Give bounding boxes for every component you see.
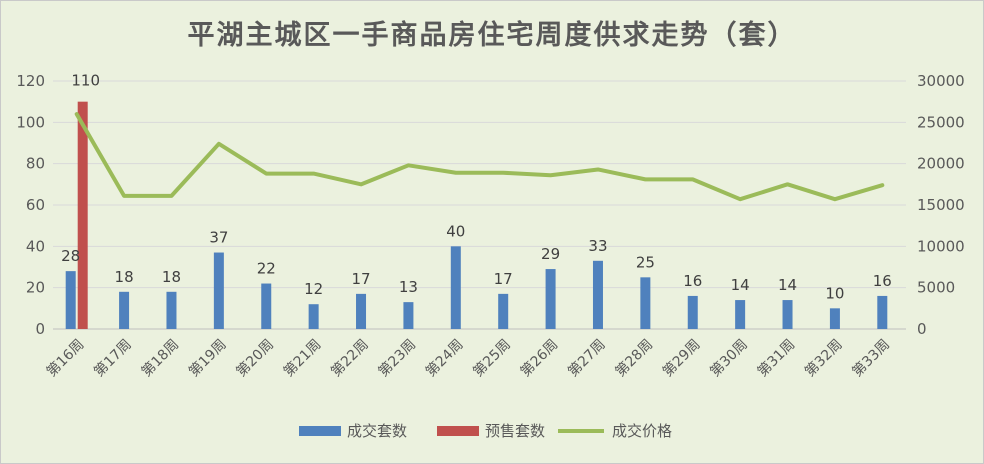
data-label: 37 (209, 229, 228, 247)
data-label: 18 (162, 268, 181, 286)
bar-成交套数 (829, 308, 840, 329)
bar-成交套数 (308, 304, 319, 329)
legend-label-预售套数: 预售套数 (485, 422, 545, 440)
x-tick-label: 第28周 (612, 336, 656, 380)
data-label: 33 (588, 237, 607, 255)
data-label: 29 (541, 245, 560, 263)
x-tick-label: 第17周 (90, 336, 134, 380)
data-label: 14 (778, 276, 797, 294)
bar-成交套数 (545, 269, 556, 329)
x-tick-label: 第22周 (327, 336, 371, 380)
x-tick-label: 第18周 (138, 336, 182, 380)
y-right-tick-label: 10000 (917, 237, 965, 255)
data-label: 17 (494, 270, 513, 288)
x-tick-label: 第32周 (801, 336, 845, 380)
bar-成交套数 (450, 246, 461, 329)
x-tick-label: 第26周 (517, 336, 561, 380)
legend-swatch-预售套数 (437, 426, 479, 436)
bar-成交套数 (356, 293, 367, 329)
bar-预售套数 (77, 101, 88, 330)
bar-成交套数 (735, 300, 746, 329)
y-left-tick-label: 60 (26, 196, 45, 214)
x-tick-label: 第29周 (659, 336, 703, 380)
legend-label-成交套数: 成交套数 (347, 422, 407, 440)
bar-成交套数 (403, 302, 414, 329)
data-label: 17 (351, 270, 370, 288)
y-right-tick-label: 15000 (917, 196, 965, 214)
data-label: 40 (446, 222, 465, 240)
x-tick-label: 第31周 (754, 336, 798, 380)
bar-成交套数 (687, 295, 698, 329)
y-left-tick-label: 80 (26, 155, 45, 173)
bar-成交套数 (877, 295, 888, 329)
x-tick-label: 第33周 (849, 336, 893, 380)
bar-成交套数 (592, 260, 603, 329)
x-tick-label: 第30周 (707, 336, 751, 380)
legend-swatch-成交套数 (299, 426, 341, 436)
data-label: 28 (61, 247, 80, 265)
x-tick-label: 第27周 (564, 336, 608, 380)
x-tick-label: 第21周 (280, 336, 324, 380)
y-right-tick-label: 0 (917, 320, 927, 338)
y-left-tick-label: 120 (16, 72, 45, 90)
y-left-tick-label: 0 (35, 320, 45, 338)
y-right-tick-label: 5000 (917, 279, 955, 297)
bar-成交套数 (261, 283, 272, 329)
y-right-tick-label: 30000 (917, 72, 965, 90)
y-right-tick-label: 25000 (917, 113, 965, 131)
bar-成交套数 (640, 277, 651, 329)
data-label: 14 (731, 276, 750, 294)
data-label: 10 (825, 284, 844, 302)
x-tick-label: 第25周 (470, 336, 514, 380)
bar-成交套数 (213, 252, 224, 329)
y-left-tick-label: 40 (26, 237, 45, 255)
data-label: 16 (873, 272, 892, 290)
x-tick-label: 第19周 (185, 336, 229, 380)
data-label: 25 (636, 253, 655, 271)
y-right-tick-label: 20000 (917, 155, 965, 173)
chart-title: 平湖主城区一手商品房住宅周度供求走势（套） (187, 20, 797, 51)
x-tick-label: 第23周 (375, 336, 419, 380)
line-成交价格 (74, 112, 885, 202)
data-label: 22 (257, 260, 276, 278)
y-left-tick-label: 20 (26, 279, 45, 297)
bar-成交套数 (119, 291, 130, 329)
x-tick-label: 第24周 (422, 336, 466, 380)
x-tick-label: 第20周 (233, 336, 277, 380)
bar-成交套数 (782, 300, 793, 329)
y-left-tick-label: 100 (16, 113, 45, 131)
data-label: 12 (304, 280, 323, 298)
legend-label-成交价格: 成交价格 (612, 422, 672, 440)
bar-成交套数 (498, 293, 509, 329)
data-label-预售套数: 110 (71, 72, 100, 90)
data-label: 13 (399, 278, 418, 296)
data-label: 18 (115, 268, 134, 286)
data-label: 16 (683, 272, 702, 290)
bar-成交套数 (65, 271, 76, 329)
x-tick-label: 第16周 (43, 336, 87, 380)
bar-成交套数 (166, 291, 177, 329)
